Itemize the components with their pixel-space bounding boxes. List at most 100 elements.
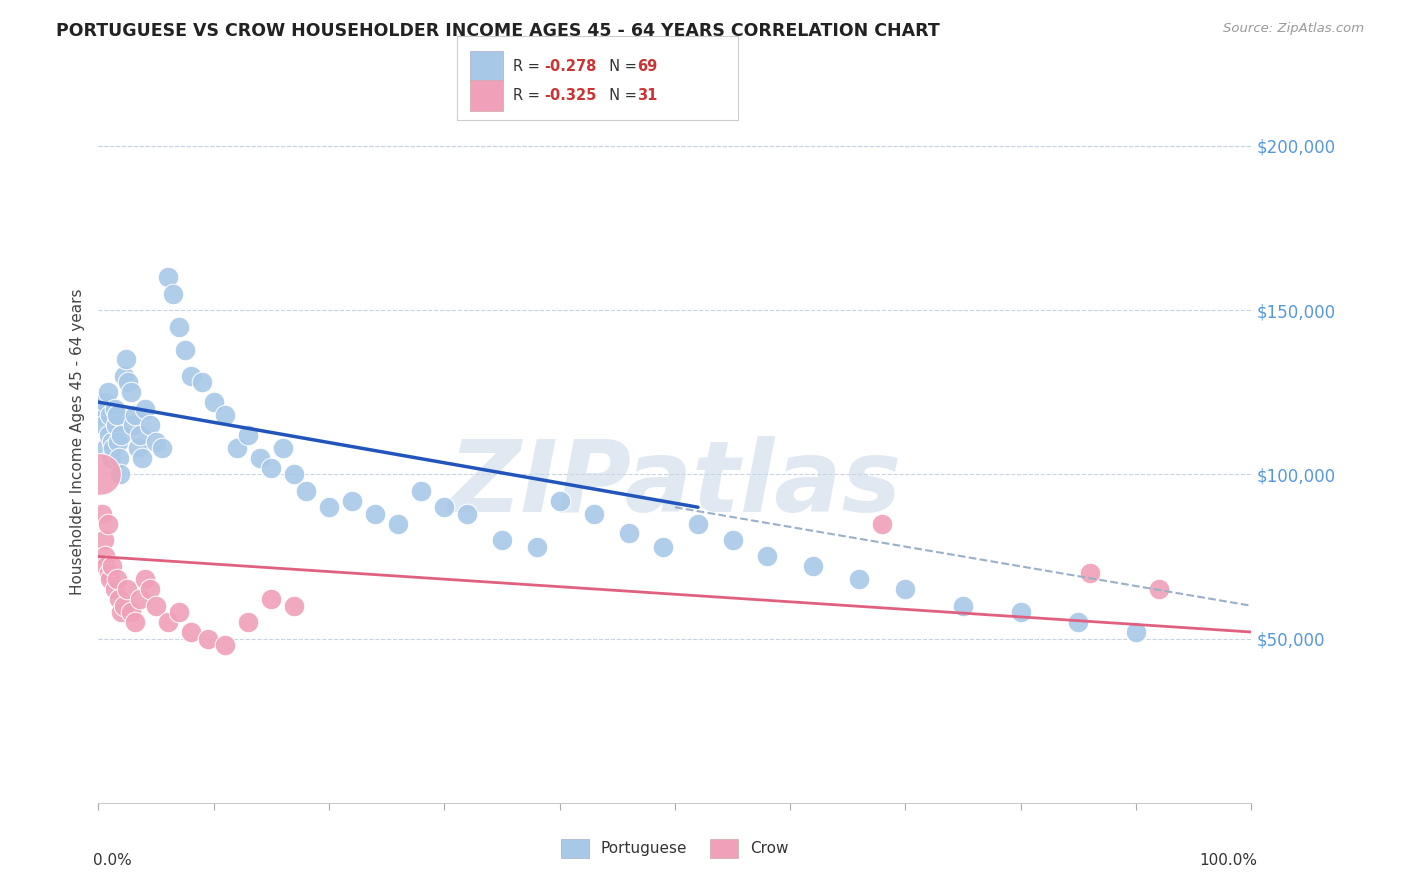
- Point: [1147, 582, 1170, 597]
- Point: [167, 319, 190, 334]
- Text: PORTUGUESE VS CROW HOUSEHOLDER INCOME AGES 45 - 64 YEARS CORRELATION CHART: PORTUGUESE VS CROW HOUSEHOLDER INCOME AG…: [56, 22, 941, 40]
- Point: [1125, 625, 1147, 640]
- Point: [108, 592, 131, 607]
- Point: [180, 625, 202, 640]
- Text: 31: 31: [637, 88, 657, 103]
- Text: ZIPatlas: ZIPatlas: [449, 436, 901, 533]
- Point: [617, 526, 640, 541]
- Point: [120, 605, 142, 619]
- Point: [526, 540, 548, 554]
- Point: [295, 483, 318, 498]
- Text: 100.0%: 100.0%: [1199, 854, 1257, 869]
- Point: [652, 540, 675, 554]
- Point: [110, 467, 132, 482]
- Point: [167, 605, 190, 619]
- Point: [97, 516, 120, 531]
- Point: [191, 376, 214, 390]
- Point: [112, 368, 135, 383]
- Point: [94, 395, 117, 409]
- Point: [134, 401, 156, 416]
- Point: [134, 573, 156, 587]
- Point: [101, 434, 124, 449]
- Text: 0.0%: 0.0%: [93, 854, 131, 869]
- Point: [104, 418, 127, 433]
- Point: [260, 460, 283, 475]
- Point: [225, 441, 247, 455]
- Point: [98, 409, 121, 423]
- Point: [107, 434, 129, 449]
- Point: [491, 533, 513, 547]
- Text: N =: N =: [600, 88, 643, 103]
- Point: [756, 549, 779, 564]
- Point: [197, 632, 219, 646]
- Point: [117, 376, 139, 390]
- Point: [97, 385, 120, 400]
- Point: [145, 434, 167, 449]
- Y-axis label: Householder Income Ages 45 - 64 years: Householder Income Ages 45 - 64 years: [69, 288, 84, 595]
- Point: [96, 441, 118, 455]
- Point: [249, 450, 271, 465]
- Point: [105, 409, 128, 423]
- Point: [139, 418, 162, 433]
- Point: [180, 368, 202, 383]
- Text: N =: N =: [600, 59, 643, 73]
- Point: [110, 605, 132, 619]
- Point: [110, 428, 132, 442]
- Point: [97, 566, 120, 580]
- Point: [721, 533, 744, 547]
- Point: [271, 441, 294, 455]
- Point: [801, 559, 824, 574]
- Point: [433, 500, 456, 515]
- Point: [101, 559, 124, 574]
- Point: [103, 441, 125, 455]
- Point: [129, 428, 152, 442]
- Point: [96, 559, 118, 574]
- Point: [131, 450, 153, 465]
- Point: [583, 507, 606, 521]
- Point: [124, 409, 146, 423]
- Point: [411, 483, 433, 498]
- Point: [97, 428, 120, 442]
- Text: Source: ZipAtlas.com: Source: ZipAtlas.com: [1223, 22, 1364, 36]
- Point: [139, 582, 162, 597]
- Point: [686, 516, 709, 531]
- Point: [848, 573, 870, 587]
- Text: R =: R =: [513, 59, 544, 73]
- Point: [93, 418, 115, 433]
- Point: [387, 516, 409, 531]
- Point: [115, 352, 138, 367]
- Point: [894, 582, 917, 597]
- Point: [202, 395, 225, 409]
- Text: 69: 69: [637, 59, 657, 73]
- Point: [90, 401, 112, 416]
- Point: [94, 549, 117, 564]
- Point: [98, 573, 121, 587]
- Text: R =: R =: [513, 88, 544, 103]
- Point: [283, 599, 305, 613]
- Point: [122, 418, 145, 433]
- Point: [456, 507, 478, 521]
- Point: [90, 507, 112, 521]
- Point: [174, 343, 197, 357]
- Point: [1078, 566, 1101, 580]
- Point: [91, 409, 114, 423]
- Point: [150, 441, 173, 455]
- Point: [238, 428, 260, 442]
- Point: [238, 615, 260, 630]
- Point: [162, 286, 184, 301]
- Point: [1010, 605, 1032, 619]
- Point: [103, 582, 125, 597]
- Text: -0.325: -0.325: [544, 88, 596, 103]
- Point: [1067, 615, 1090, 630]
- Point: [120, 385, 142, 400]
- Point: [260, 592, 283, 607]
- Point: [318, 500, 340, 515]
- Point: [156, 615, 179, 630]
- Point: [103, 401, 125, 416]
- Point: [214, 409, 236, 423]
- Point: [100, 450, 122, 465]
- Point: [105, 573, 128, 587]
- Point: [548, 493, 571, 508]
- Point: [156, 270, 179, 285]
- Text: -0.278: -0.278: [544, 59, 596, 73]
